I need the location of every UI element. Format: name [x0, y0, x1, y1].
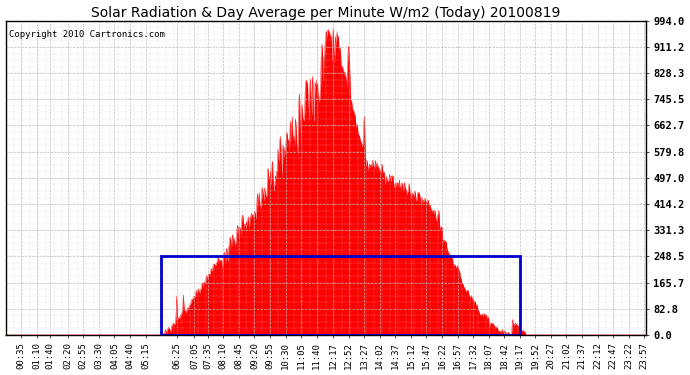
- Title: Solar Radiation & Day Average per Minute W/m2 (Today) 20100819: Solar Radiation & Day Average per Minute…: [91, 6, 560, 20]
- Text: Copyright 2010 Cartronics.com: Copyright 2010 Cartronics.com: [9, 30, 165, 39]
- Bar: [161, 256, 520, 335]
